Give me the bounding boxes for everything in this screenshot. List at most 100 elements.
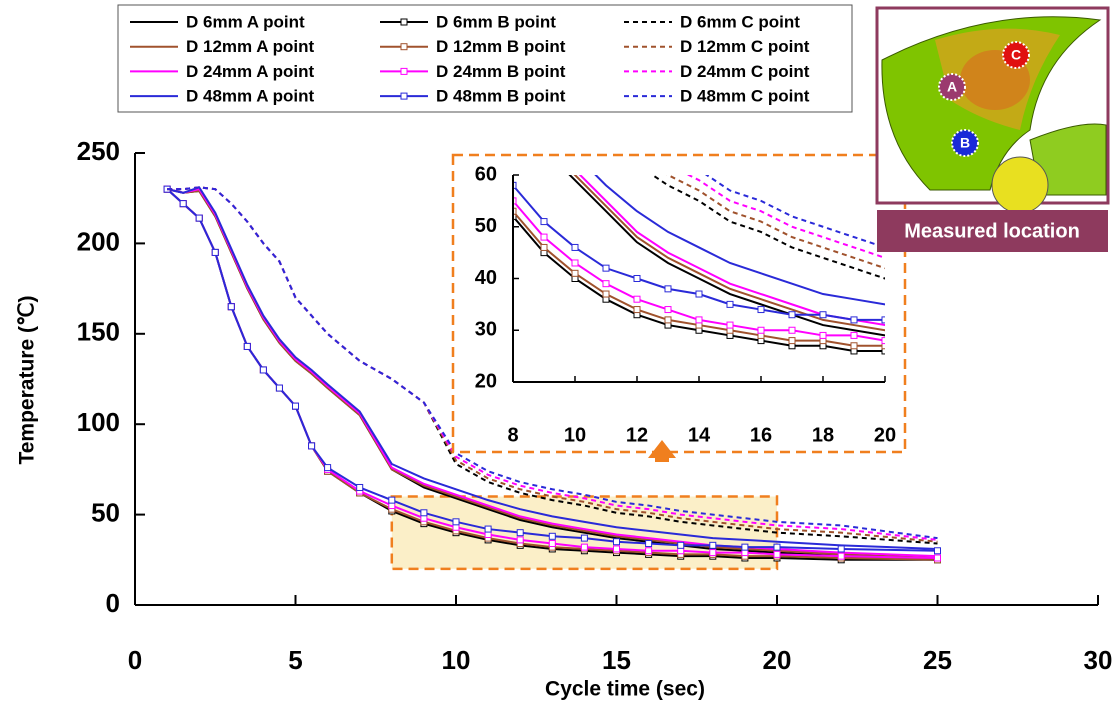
marker xyxy=(602,290,610,298)
legend-label: D 24mm C point xyxy=(680,62,810,81)
x-tick-label: 20 xyxy=(763,645,792,675)
legend-marker xyxy=(400,67,408,75)
x-tick-label: 0 xyxy=(128,645,142,675)
marker xyxy=(757,306,765,314)
marker xyxy=(633,275,641,282)
inset-x-tick-label: 12 xyxy=(626,424,648,446)
series-line xyxy=(167,186,938,540)
marker xyxy=(571,243,579,251)
marker xyxy=(195,214,203,222)
marker xyxy=(726,321,734,329)
marker xyxy=(484,525,492,533)
marker xyxy=(726,300,734,308)
marker xyxy=(1037,353,1043,359)
legend-label: D 24mm B point xyxy=(436,62,566,81)
inset-x-tick-label: 14 xyxy=(688,424,711,446)
y-tick-label: 0 xyxy=(106,588,120,618)
inset-y-tick-label: 30 xyxy=(475,319,497,341)
marker xyxy=(211,248,219,256)
inset-y-tick-label: 20 xyxy=(475,370,497,392)
marker xyxy=(881,342,885,350)
marker xyxy=(540,233,548,241)
marker xyxy=(548,532,556,540)
marker xyxy=(513,207,517,215)
marker xyxy=(516,536,524,544)
location-image: A B C Measured location xyxy=(875,6,1110,252)
marker xyxy=(1037,348,1043,354)
marker xyxy=(580,543,588,551)
location-caption: Measured location xyxy=(904,220,1080,242)
inset-frame xyxy=(451,153,907,454)
marker xyxy=(709,541,717,549)
marker xyxy=(540,218,548,226)
marker xyxy=(452,518,460,526)
marker xyxy=(292,402,299,410)
x-tick-label: 10 xyxy=(442,645,471,675)
y-tick-label: 200 xyxy=(77,226,120,256)
marker xyxy=(695,290,703,298)
marker xyxy=(602,264,610,272)
marker xyxy=(695,316,703,324)
marker xyxy=(227,303,235,311)
marker xyxy=(324,464,332,472)
marker xyxy=(881,337,885,345)
marker xyxy=(677,541,685,549)
series-line xyxy=(568,175,885,337)
marker xyxy=(850,331,858,339)
marker xyxy=(934,554,941,562)
marker xyxy=(259,366,267,374)
marker xyxy=(308,442,316,450)
series-line xyxy=(594,175,885,306)
marker xyxy=(664,316,672,324)
marker xyxy=(571,259,579,267)
legend-label: D 48mm A point xyxy=(186,87,314,106)
location-label: B xyxy=(960,135,970,151)
marker xyxy=(741,543,749,551)
marker xyxy=(709,549,717,557)
marker xyxy=(548,540,556,548)
legend-label: D 12mm A point xyxy=(186,37,314,56)
marker xyxy=(837,545,845,553)
inset-x-tick-label: 20 xyxy=(874,424,896,446)
legend-label: D 6mm B point xyxy=(436,12,556,31)
marker xyxy=(944,348,950,354)
marker xyxy=(645,547,653,555)
legend-marker xyxy=(400,92,408,100)
marker xyxy=(388,496,396,504)
marker xyxy=(602,280,610,288)
y-tick-label: 100 xyxy=(77,407,120,437)
legend-label: D 6mm A point xyxy=(186,12,305,31)
x-tick-label: 5 xyxy=(288,645,302,675)
inset-x-tick-label: 10 xyxy=(564,424,586,446)
marker xyxy=(580,534,588,542)
zoom-arrow xyxy=(648,440,676,462)
marker xyxy=(757,326,765,334)
marker xyxy=(275,384,283,392)
marker xyxy=(613,538,620,546)
marker xyxy=(613,545,620,553)
marker xyxy=(944,353,950,359)
marker xyxy=(837,552,845,560)
legend-label: D 12mm C point xyxy=(680,37,810,56)
series-line xyxy=(704,175,885,249)
marker xyxy=(513,181,517,189)
marker xyxy=(934,547,941,555)
inset-y-tick-label: 60 xyxy=(475,163,497,185)
marker xyxy=(420,509,428,517)
marker xyxy=(788,326,796,334)
legend-marker xyxy=(400,43,408,51)
x-tick-label: 25 xyxy=(923,645,952,675)
marker xyxy=(773,550,781,558)
marker xyxy=(819,331,827,339)
location-label: A xyxy=(947,79,957,95)
series-line xyxy=(686,175,885,259)
marker xyxy=(773,543,781,551)
y-tick-label: 50 xyxy=(91,497,120,527)
inset-x-tick-label: 8 xyxy=(507,424,518,446)
marker xyxy=(944,322,950,328)
location-label: C xyxy=(1011,47,1021,63)
inset-y-tick-label: 50 xyxy=(475,215,497,237)
marker xyxy=(633,306,641,314)
marker xyxy=(479,146,485,152)
